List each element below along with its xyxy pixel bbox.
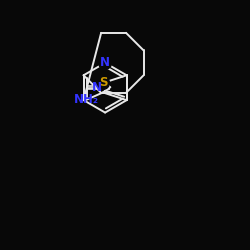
Text: NH₂: NH₂ <box>74 94 98 106</box>
Text: N: N <box>92 81 102 94</box>
Text: S: S <box>99 76 107 90</box>
Text: N: N <box>100 56 110 69</box>
Circle shape <box>96 76 110 90</box>
Circle shape <box>99 56 112 69</box>
